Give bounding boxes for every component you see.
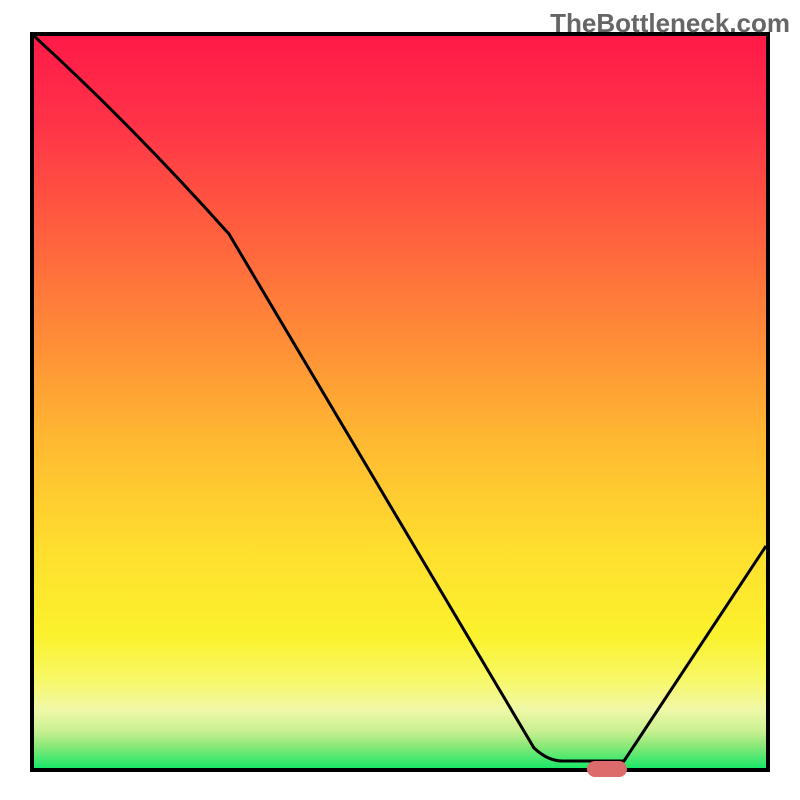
chart-container: TheBottleneck.com — [0, 0, 800, 800]
plot-area — [30, 32, 770, 772]
bottleneck-marker — [587, 761, 627, 777]
curve-line — [34, 36, 766, 768]
watermark-text: TheBottleneck.com — [550, 8, 790, 39]
